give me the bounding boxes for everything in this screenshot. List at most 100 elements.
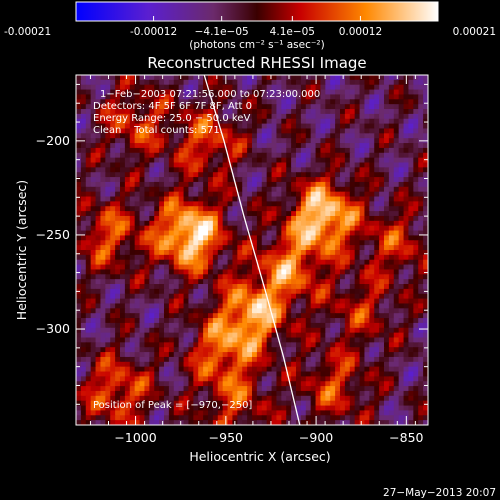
heatmap-cell [261,274,268,280]
heatmap-cell [188,269,194,275]
heatmap-cell [340,264,346,271]
heatmap-cell [379,250,385,256]
heatmap-cell [76,342,82,348]
heatmap-cell [291,147,297,154]
heatmap-cell [139,89,146,96]
heatmap-cell [76,123,82,130]
heatmap-cell [100,264,106,271]
heatmap-cell [129,109,136,115]
heatmap-cell [252,94,258,100]
heatmap-cell [110,327,116,334]
heatmap-cell [212,220,219,227]
heatmap-cell [203,405,209,412]
heatmap-cell [115,250,121,256]
heatmap-cell [276,211,282,217]
heatmap-cell [418,269,424,275]
heatmap-cell [271,157,278,164]
heatmap-cell [222,235,229,241]
heatmap-cell [423,371,428,377]
heatmap-cell [212,138,219,144]
heatmap-cell [276,390,282,397]
heatmap-cell [286,269,292,275]
heatmap-cell [242,123,248,130]
heatmap-cell [325,386,331,392]
heatmap-cell [129,381,136,387]
heatmap-cell [300,157,307,164]
heatmap-cell [276,245,282,251]
heatmap-cell [413,250,419,256]
heatmap-cell [418,152,424,159]
heatmap-cell [144,313,150,319]
heatmap-cell [423,147,428,154]
heatmap-cell [134,211,141,217]
heatmap-cell [193,172,199,178]
heatmap-cell [188,201,194,207]
heatmap-cell [76,109,82,115]
heatmap-cell [271,109,278,115]
heatmap-cell [291,225,297,232]
heatmap-cell [413,162,419,168]
heatmap-cell [296,89,302,96]
heatmap-cell [256,211,263,217]
heatmap-cell [418,123,424,130]
heatmap-cell [271,250,278,256]
heatmap-cell [252,327,258,334]
heatmap-cell [393,259,400,266]
heatmap-cell [178,147,185,154]
heatmap-cell [359,269,366,275]
heatmap-cell [349,352,356,358]
heatmap-cell [403,113,410,120]
heatmap-cell [418,211,424,217]
heatmap-cell [305,128,312,134]
heatmap-cell [340,225,346,232]
heatmap-cell [374,279,380,285]
heatmap-cell [232,313,238,319]
heatmap-cell [320,79,326,86]
heatmap-cell [403,138,410,144]
heatmap-cell [212,215,219,222]
heatmap-cell [291,245,297,251]
heatmap-cell [281,400,287,407]
heatmap-cell [217,220,224,227]
heatmap-cell [291,211,297,217]
heatmap-cell [369,308,375,314]
heatmap-cell [120,89,126,96]
heatmap-cell [349,75,356,81]
heatmap-cell [173,109,180,115]
heatmap-cell [124,147,131,154]
heatmap-cell [325,99,331,105]
heatmap-cell [393,220,400,227]
heatmap-cell [325,352,331,358]
heatmap-cell [271,84,278,91]
heatmap-cell [384,400,390,407]
heatmap-cell [271,405,278,412]
heatmap-cell [374,274,380,280]
heatmap-cell [398,361,405,368]
heatmap-cell [188,220,194,227]
heatmap-cell [159,113,165,120]
heatmap-cell [418,284,424,290]
heatmap-cell [134,89,141,96]
heatmap-cell [281,113,287,120]
heatmap-cell [217,356,224,363]
heatmap-cell [100,167,106,173]
heatmap-cell [305,177,312,183]
heatmap-cell [217,133,224,139]
heatmap-cell [374,123,380,130]
heatmap-cell [144,332,150,339]
heatmap-cell [85,191,92,198]
heatmap-cell [85,337,92,343]
heatmap-cell [418,89,424,96]
heatmap-cell [374,235,380,241]
heatmap-cell [120,109,126,115]
heatmap-cell [154,84,160,91]
heatmap-cell [222,269,229,275]
heatmap-cell [183,390,190,397]
heatmap-cell [149,284,155,290]
heatmap-cell [281,298,287,305]
heatmap-cell [227,395,234,402]
heatmap-cell [379,259,385,266]
heatmap-cell [183,259,190,266]
heatmap-cell [85,99,92,105]
heatmap-cell [271,167,278,173]
